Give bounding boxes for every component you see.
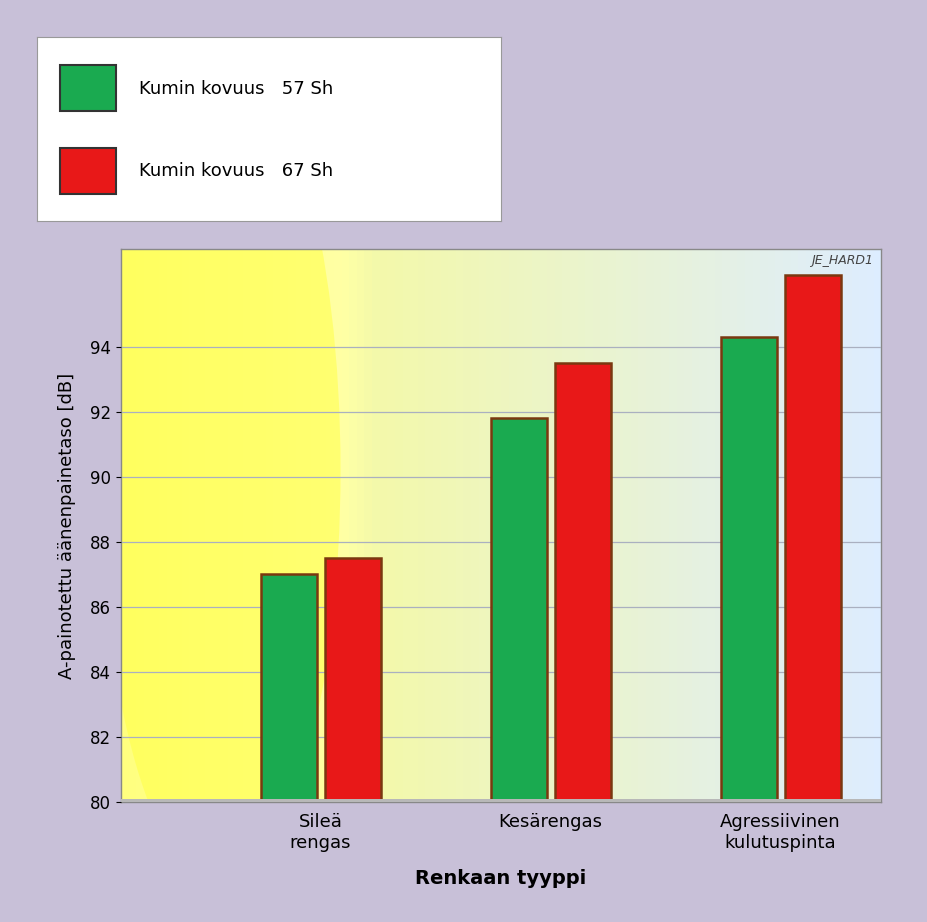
- Bar: [121, 798, 881, 810]
- Text: Kumin kovuus   67 Sh: Kumin kovuus 67 Sh: [139, 162, 333, 181]
- Text: JE_HARD1: JE_HARD1: [811, 254, 873, 267]
- Bar: [260, 574, 316, 802]
- Text: Kumin kovuus   57 Sh: Kumin kovuus 57 Sh: [139, 79, 334, 98]
- Bar: [324, 558, 381, 802]
- Bar: [60, 65, 116, 111]
- Bar: [554, 363, 611, 802]
- Y-axis label: A-painotettu äänenpainetaso [dB]: A-painotettu äänenpainetaso [dB]: [57, 372, 76, 679]
- X-axis label: Renkaan tyyppi: Renkaan tyyppi: [415, 869, 586, 888]
- Bar: [784, 275, 841, 802]
- Bar: [720, 337, 777, 802]
- Bar: [490, 419, 547, 802]
- Ellipse shape: [100, 55, 340, 885]
- Bar: [60, 148, 116, 194]
